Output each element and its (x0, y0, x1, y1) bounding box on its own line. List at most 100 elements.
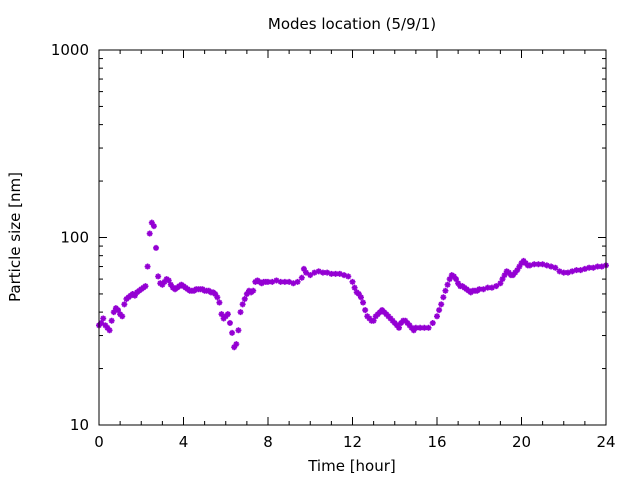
data-point (539, 261, 546, 268)
data-point (501, 272, 508, 279)
data-point (229, 329, 236, 336)
data-point (543, 262, 550, 269)
data-point (476, 286, 483, 293)
data-point (510, 272, 517, 279)
data-point (484, 284, 491, 291)
data-point (159, 281, 166, 288)
data-point (153, 244, 160, 251)
data-point (360, 299, 367, 306)
data-point (564, 269, 571, 276)
data-point (499, 276, 506, 283)
data-point (455, 280, 462, 287)
data-point (239, 301, 246, 308)
data-point (497, 280, 504, 287)
data-point (372, 313, 379, 320)
data-points (96, 219, 609, 351)
data-point (389, 317, 396, 324)
data-point (438, 301, 445, 308)
x-axis-label: Time [hour] (307, 457, 396, 475)
data-point (226, 319, 233, 326)
data-point (522, 260, 529, 267)
data-point (450, 273, 457, 280)
data-point (218, 311, 225, 318)
data-point (395, 324, 402, 331)
data-point (286, 278, 293, 285)
axes: 0 4 8 12 16 20 24 10 100 1000 (51, 41, 616, 451)
data-point (104, 324, 111, 331)
data-point (402, 317, 409, 324)
data-point (590, 264, 597, 271)
data-point (398, 319, 405, 326)
data-point (102, 322, 109, 329)
data-point (518, 260, 525, 267)
data-point (224, 311, 231, 318)
data-point (108, 317, 115, 324)
data-point (106, 327, 113, 334)
data-point (319, 269, 326, 276)
data-point (300, 265, 307, 272)
data-point (391, 319, 398, 326)
data-point (442, 287, 449, 294)
x-tick-label: 4 (179, 433, 189, 451)
data-point (115, 307, 122, 314)
data-point (488, 284, 495, 291)
data-point (235, 327, 242, 334)
data-point (408, 324, 415, 331)
data-point (273, 277, 280, 284)
data-point (516, 263, 523, 270)
data-point (250, 287, 257, 294)
data-point (434, 313, 440, 320)
data-point (117, 311, 124, 318)
data-point (425, 324, 432, 331)
data-point (440, 294, 447, 301)
x-tick-label: 12 (343, 433, 362, 451)
data-point (150, 223, 157, 230)
data-point (341, 272, 348, 279)
data-point (444, 281, 451, 288)
data-point (357, 294, 364, 301)
data-point (277, 278, 284, 285)
data-point (332, 270, 339, 277)
data-point (165, 277, 172, 284)
data-point (212, 290, 219, 297)
data-point (535, 261, 542, 268)
data-point (315, 268, 322, 275)
data-point (406, 322, 413, 329)
data-point (216, 299, 223, 306)
data-point (281, 278, 288, 285)
data-point (429, 319, 436, 326)
data-point (366, 315, 373, 322)
data-point (167, 281, 174, 288)
data-point (110, 309, 117, 316)
data-point (349, 278, 356, 285)
data-point (355, 290, 362, 297)
data-point (480, 286, 487, 293)
data-point (142, 283, 149, 290)
data-point (493, 283, 500, 290)
data-point (307, 272, 314, 279)
data-point (148, 219, 155, 226)
data-point (294, 278, 301, 285)
data-point (387, 315, 394, 322)
data-point (237, 309, 244, 316)
y-tick-label: 100 (60, 229, 89, 247)
data-point (222, 313, 229, 320)
y-tick-label: 10 (70, 416, 89, 434)
data-point (581, 265, 588, 272)
chart-title: Modes location (5/9/1) (268, 15, 436, 33)
data-point (573, 267, 580, 274)
data-point (417, 324, 424, 331)
data-point (241, 295, 248, 302)
data-point (512, 269, 519, 276)
data-point (412, 324, 419, 331)
data-point (328, 270, 335, 277)
data-point (393, 322, 400, 329)
x-tick-label: 8 (263, 433, 273, 451)
data-point (370, 317, 377, 324)
x-tick-label: 16 (427, 433, 446, 451)
data-point (220, 315, 227, 322)
data-point (345, 273, 352, 280)
data-point (214, 294, 221, 301)
data-point (577, 267, 584, 274)
data-point (586, 264, 593, 271)
